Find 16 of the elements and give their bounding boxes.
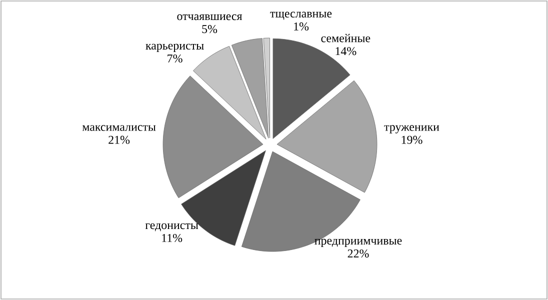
slice-label: карьеристы (146, 44, 204, 52)
slice-label: предприимчивые (314, 238, 402, 248)
data-label: 22% (348, 249, 369, 258)
data-label: 19% (402, 136, 422, 144)
slice-label: семейные (321, 34, 370, 42)
slice-label: труженики (384, 125, 440, 134)
slice-label: отчаявшиеся (177, 14, 242, 20)
data-label: 7% (168, 54, 182, 63)
data-label: 21% (108, 136, 130, 144)
data-label: 1% (294, 22, 309, 31)
data-label: 5% (202, 25, 218, 34)
slice-label: тщеславные (270, 12, 332, 20)
slice-label: максималисты (82, 125, 156, 131)
slice-label: гедонисты (145, 223, 198, 232)
data-label: 11% (162, 234, 182, 242)
data-label: 14% (336, 47, 356, 56)
